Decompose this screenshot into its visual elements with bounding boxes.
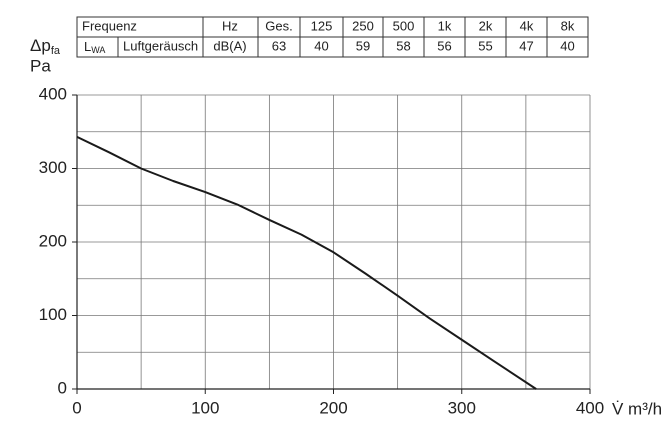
table-row-unit: dB(A)	[213, 38, 246, 53]
y-tick-label: 200	[39, 231, 67, 250]
y-tick-label: 100	[39, 305, 67, 324]
table-band: 500	[393, 18, 415, 33]
x-tick-label: 400	[576, 398, 604, 417]
y-label-sub: fa	[51, 45, 61, 57]
table-value: 59	[356, 38, 370, 53]
table-band: 125	[311, 18, 333, 33]
table-header: Frequenz	[82, 18, 137, 33]
symbol-sub: WA	[91, 45, 105, 55]
table-value: 40	[560, 38, 574, 53]
y-tick-label: 300	[39, 158, 67, 177]
symbol-main: L	[84, 39, 91, 54]
table-symbol: LWA	[84, 39, 105, 55]
table-band: 4k	[520, 18, 534, 33]
y-tick-label: 0	[58, 378, 67, 397]
x-axis-label: V̇ m³/h	[612, 399, 662, 418]
table-value: 58	[396, 38, 410, 53]
table-value: 55	[478, 38, 492, 53]
table-unit: Hz	[222, 18, 238, 33]
table-value: 40	[314, 38, 328, 53]
y-label-symbol: Δp	[30, 36, 51, 55]
table-band: Ges.	[265, 18, 292, 33]
y-axis-label: Δpfa	[30, 36, 61, 56]
table-band: 8k	[561, 18, 575, 33]
y-axis-unit: Pa	[30, 56, 51, 75]
x-tick-label: 0	[72, 398, 81, 417]
curve	[76, 135, 537, 390]
table-row-name: Luftgeräusch	[123, 38, 198, 53]
x-tick-label: 100	[191, 398, 219, 417]
table-band: 2k	[479, 18, 493, 33]
x-tick-label: 200	[319, 398, 347, 417]
table-band: 250	[352, 18, 374, 33]
table-value: 63	[272, 38, 286, 53]
table-value: 56	[437, 38, 451, 53]
table-band: 1k	[438, 18, 452, 33]
y-tick-label: 400	[39, 84, 67, 103]
table-value: 47	[519, 38, 533, 53]
x-tick-label: 300	[448, 398, 476, 417]
